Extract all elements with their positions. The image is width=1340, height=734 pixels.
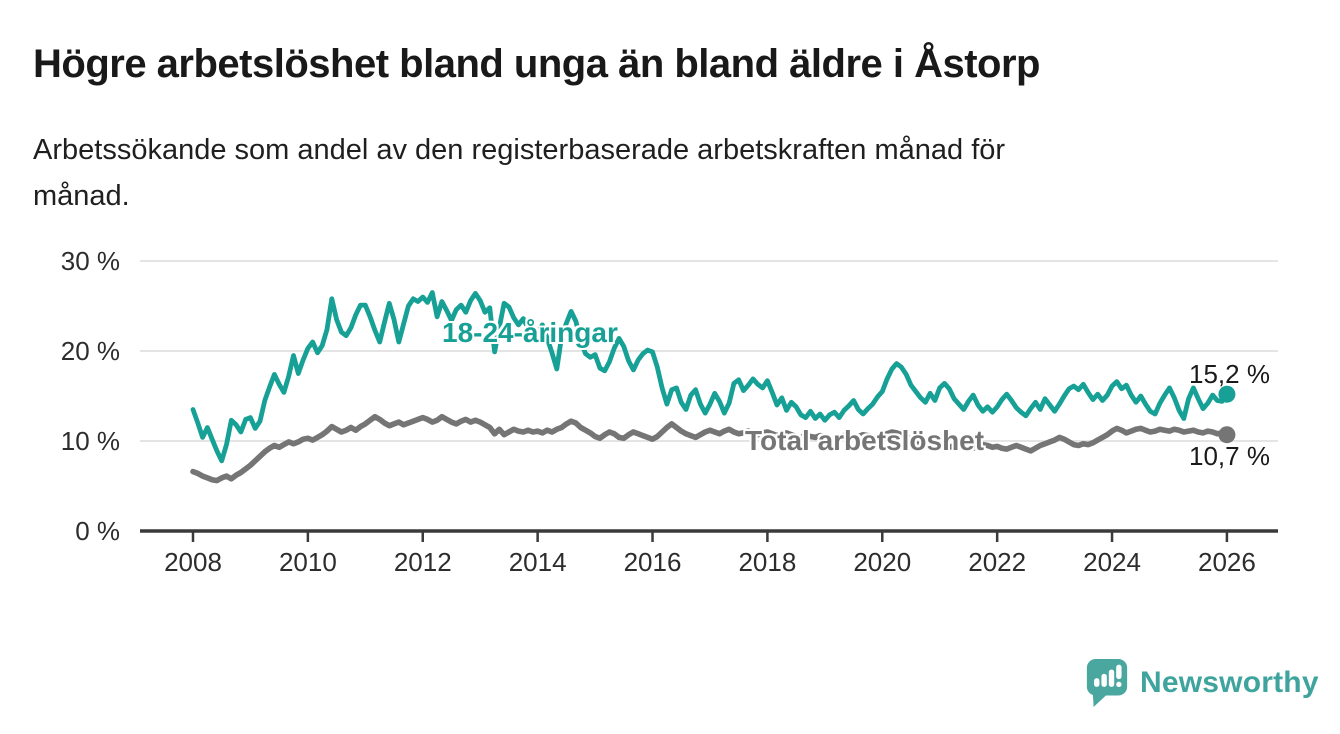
end-value-label-total: 10,7 %: [1189, 441, 1270, 471]
svg-text:2022: 2022: [968, 547, 1026, 577]
end-value-label-youth: 15,2 %: [1189, 359, 1270, 389]
chart-subtitle: Arbetssökande som andel av den registerb…: [33, 134, 1006, 212]
svg-text:2010: 2010: [279, 547, 337, 577]
newsworthy-logo-icon: [1086, 659, 1128, 707]
end-dot-youth: [1218, 385, 1236, 403]
svg-text:30 %: 30 %: [61, 246, 120, 276]
svg-text:20 %: 20 %: [61, 336, 120, 366]
line-chart-canvas: 30 %20 %10 %0 %2008 2010 2012 2014 2016 2018 2…: [61, 246, 1278, 577]
svg-text:0 %: 0 %: [75, 516, 120, 546]
svg-text:2014: 2014: [509, 547, 567, 577]
svg-text:2012: 2012: [394, 547, 452, 577]
svg-text:2008: 2008: [164, 547, 222, 577]
series-label-youth: 18-24-åringar: [442, 317, 618, 348]
y-axis-labels: 30 % 20 % 10 % 0 %: [61, 246, 120, 546]
page-title: Högre arbetslöshet bland unga än bland ä…: [33, 42, 1040, 86]
x-axis-ticks: 2008 2010 2012 2014 2016 2018 2020 2022 2024 2026: [164, 531, 1256, 577]
newsworthy-brand: Newsworthy: [1084, 657, 1319, 709]
svg-text:10 %: 10 %: [61, 426, 120, 456]
brand-name: Newsworthy: [1140, 666, 1319, 699]
end-dot-total: [1218, 426, 1236, 444]
svg-text:2020: 2020: [853, 547, 911, 577]
svg-text:2024: 2024: [1083, 547, 1141, 577]
grid-lines: [140, 260, 1278, 442]
svg-text:2018: 2018: [738, 547, 796, 577]
series-label-total: Total arbetslöshet: [745, 425, 985, 456]
line-chart: 30 % 20 % 10 % 0 % 2008 2010 2012 2014 2016 2018 2…: [0, 230, 1340, 590]
svg-text:2026: 2026: [1198, 547, 1256, 577]
series-line-youth: [190, 290, 1230, 464]
series-line-total: [190, 413, 1230, 484]
svg-text:2016: 2016: [624, 547, 682, 577]
